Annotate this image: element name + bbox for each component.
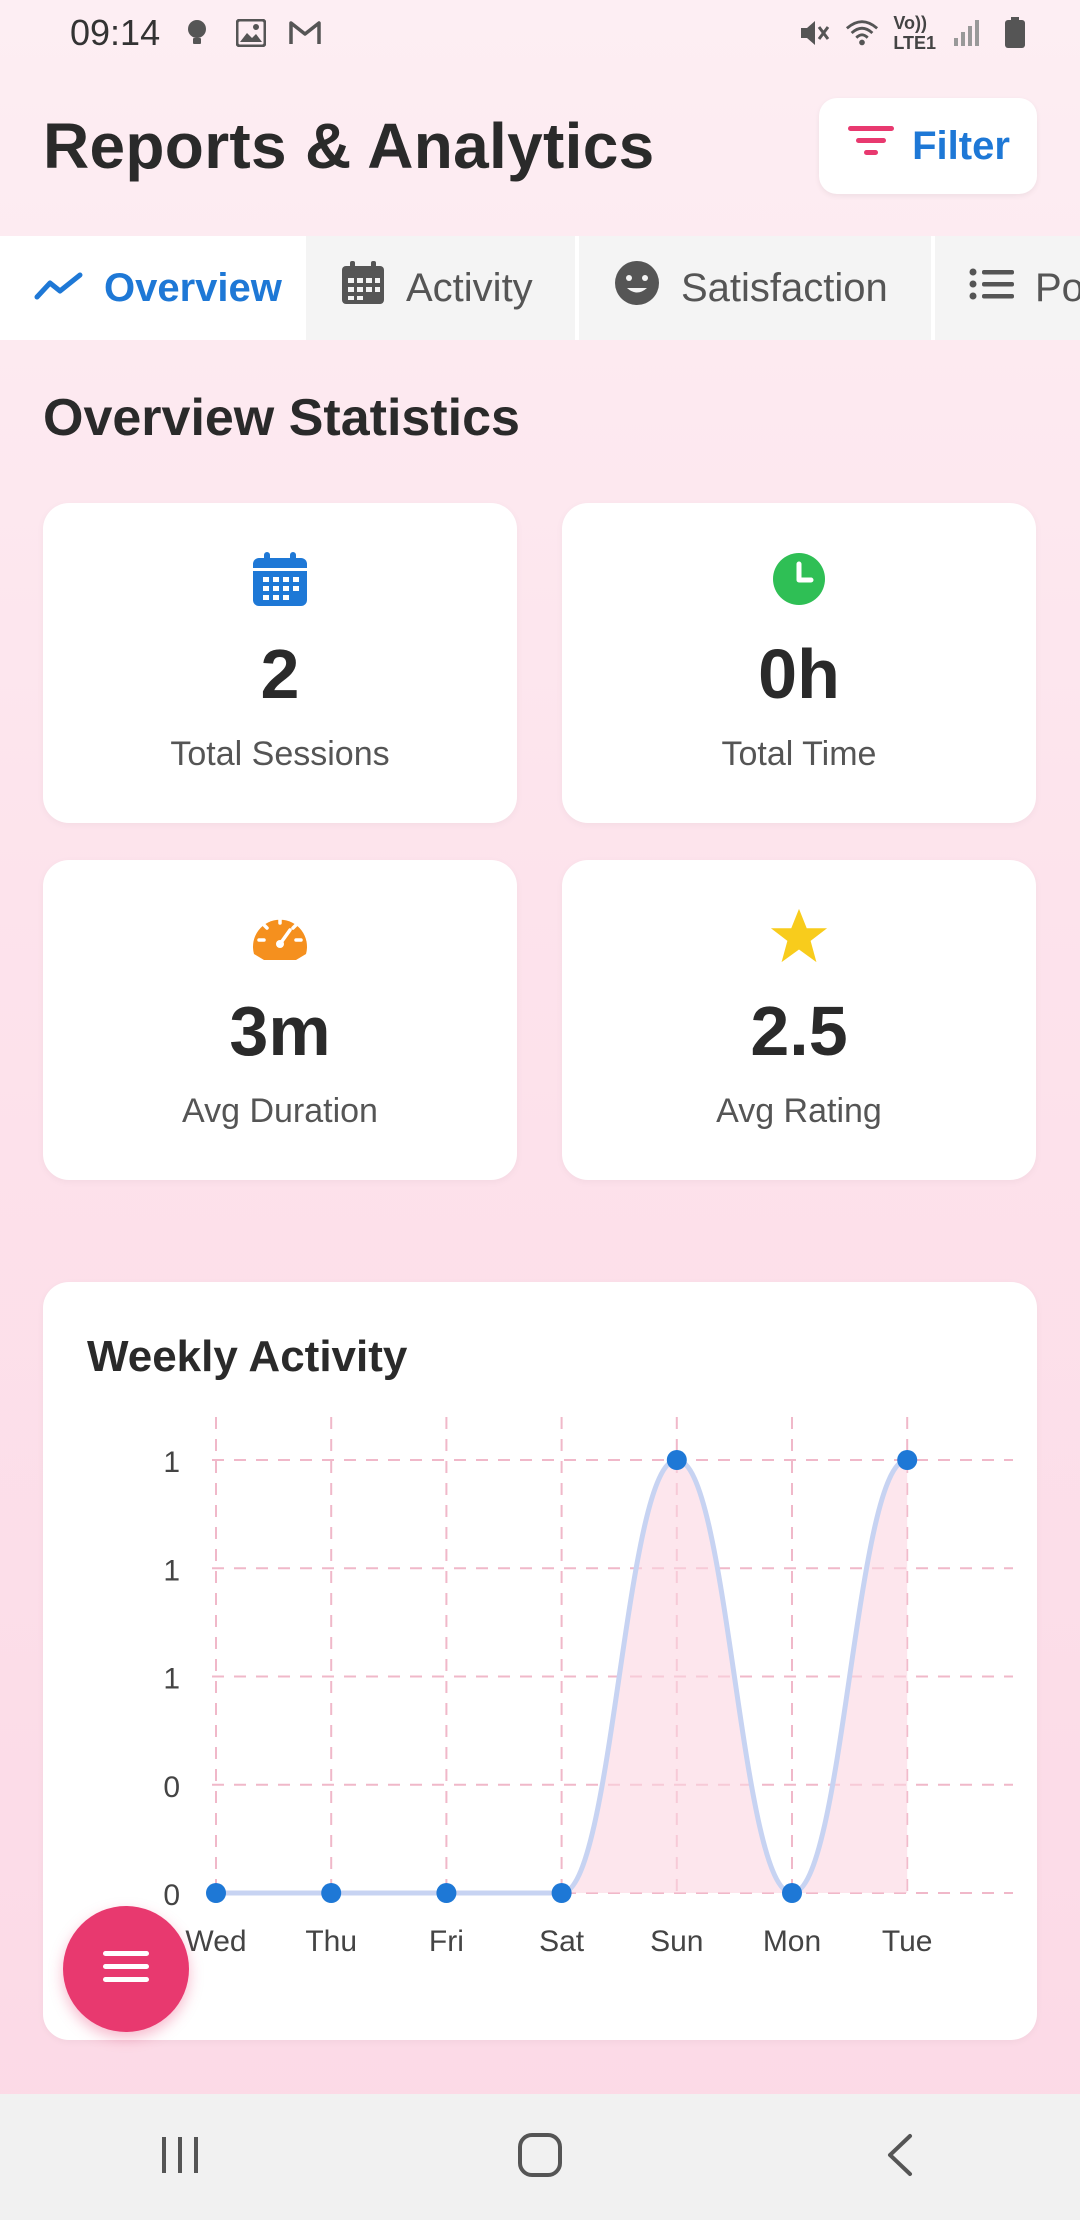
stat-value: 2: [260, 635, 300, 713]
series-area: [216, 1460, 908, 1893]
stat-card-avg-rating: 2.5 Avg Rating: [562, 860, 1036, 1180]
image-icon: [234, 16, 268, 50]
calendar-icon: [340, 260, 386, 316]
stat-value: 2.5: [750, 992, 848, 1070]
network-label-top: Vo)): [893, 13, 927, 33]
data-point: [782, 1883, 802, 1903]
weekly-activity-card: Weekly Activity 0 0 1 1 1 Wed Thu Fri Sat Sun Mon T…: [43, 1282, 1037, 2040]
trend-icon: [34, 266, 84, 311]
tab-partial[interactable]: Po: [935, 236, 1080, 340]
stat-label: Avg Duration: [182, 1092, 378, 1130]
page-title: Reports & Analytics: [43, 110, 655, 182]
stat-card-total-time: 0h Total Time: [562, 503, 1036, 823]
tab-overview-label: Overview: [104, 265, 282, 310]
tab-satisfaction-label: Satisfaction: [681, 265, 888, 310]
filter-icon: [846, 123, 896, 169]
tab-overview[interactable]: Overview: [0, 236, 306, 340]
status-right: Vo)) LTE1: [797, 13, 1032, 53]
recents-button[interactable]: [120, 2107, 240, 2207]
stat-label: Total Time: [721, 735, 877, 773]
tab-partial-label: Po: [1035, 265, 1080, 310]
list-icon: [969, 266, 1015, 311]
x-tick-label: Sun: [650, 1925, 703, 1958]
chart-title: Weekly Activity: [87, 1332, 408, 1381]
status-left: 09:14: [70, 12, 322, 54]
data-point: [897, 1450, 918, 1470]
weekly-activity-chart: 0 0 1 1 1 Wed Thu Fri Sat Sun Mon Tue: [163, 1417, 1013, 1958]
gmail-icon: [288, 16, 322, 50]
y-tick-label: 0: [163, 1879, 180, 1912]
x-tick-label: Mon: [763, 1925, 821, 1958]
clock-icon: [769, 549, 829, 609]
data-point: [666, 1450, 687, 1470]
x-tick-label: Tue: [882, 1925, 933, 1958]
recents-icon: [158, 2135, 202, 2180]
calendar-icon: [250, 549, 310, 609]
filter-label: Filter: [912, 123, 1010, 168]
tab-activity-label: Activity: [406, 265, 533, 310]
menu-fab[interactable]: [63, 1906, 189, 2032]
mute-icon: [797, 16, 831, 50]
data-point: [206, 1883, 226, 1903]
system-nav-bar: [0, 2094, 1080, 2220]
y-tick-label: 1: [163, 1554, 180, 1587]
stat-card-total-sessions: 2 Total Sessions: [43, 503, 517, 823]
status-time: 09:14: [70, 12, 161, 53]
stat-value: 3m: [229, 992, 331, 1070]
star-icon: [769, 906, 829, 966]
data-point: [551, 1883, 572, 1903]
data-point: [321, 1883, 342, 1903]
signal-icon: [950, 16, 984, 50]
x-tick-label: Thu: [305, 1925, 357, 1958]
status-bar: 09:14 Vo)) LTE1: [0, 0, 1080, 66]
y-tick-label: 0: [163, 1771, 180, 1804]
series-line: [216, 1457, 908, 1896]
stat-card-avg-duration: 3m Avg Duration: [43, 860, 517, 1180]
smile-icon: [613, 259, 661, 317]
x-tick-label: Sat: [539, 1925, 585, 1958]
network-label-bottom: LTE1: [893, 33, 936, 53]
report-tabs: Overview Activity Satisfaction Po: [0, 236, 1080, 340]
bulb-icon: [180, 16, 214, 50]
app-header: Reports & Analytics Filter: [0, 86, 1080, 206]
wifi-icon: [845, 16, 879, 50]
x-tick-label: Wed: [185, 1925, 246, 1958]
back-icon: [885, 2133, 915, 2182]
speedometer-icon: [250, 906, 310, 966]
section-title: Overview Statistics: [43, 389, 520, 447]
x-tick-label: Fri: [429, 1925, 464, 1958]
home-button[interactable]: [480, 2107, 600, 2207]
stat-label: Total Sessions: [170, 735, 390, 773]
menu-icon: [101, 1948, 151, 1991]
network-label: Vo)) LTE1: [893, 13, 936, 53]
tab-satisfaction[interactable]: Satisfaction: [579, 236, 935, 340]
tab-activity[interactable]: Activity: [306, 236, 579, 340]
data-point: [436, 1883, 457, 1903]
stat-value: 0h: [758, 635, 840, 713]
stat-label: Avg Rating: [716, 1092, 882, 1130]
battery-icon: [998, 16, 1032, 50]
filter-button[interactable]: Filter: [819, 98, 1037, 194]
y-tick-label: 1: [163, 1446, 180, 1479]
y-tick-label: 1: [163, 1663, 180, 1696]
back-button[interactable]: [840, 2107, 960, 2207]
home-icon: [517, 2132, 563, 2183]
